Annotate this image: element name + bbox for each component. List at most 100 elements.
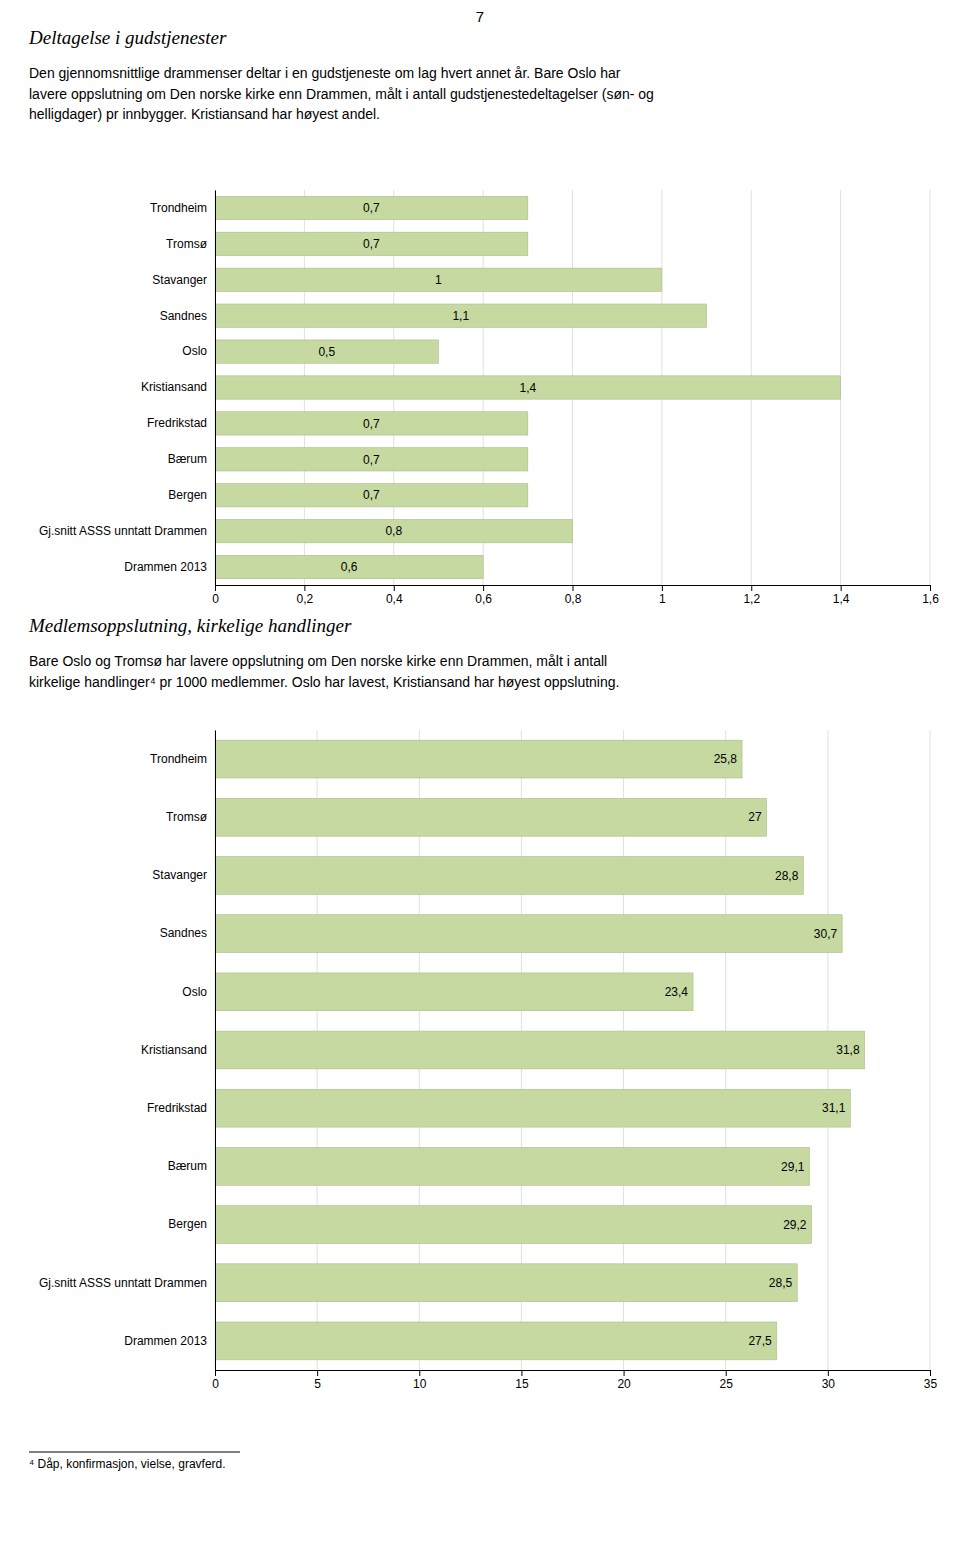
data-label: 23,4 — [665, 985, 689, 999]
tick-mark — [624, 1370, 625, 1376]
tick-label: Sandnes — [160, 309, 207, 323]
x-tick: 1,6 — [922, 585, 939, 606]
grid-line — [930, 190, 931, 585]
body-line: lavere oppslutning om Den norske kirke e… — [29, 86, 654, 102]
tick-mark — [573, 585, 574, 591]
tick-label: 1 — [659, 592, 666, 606]
x-tick: 30 — [822, 1370, 836, 1391]
y-tick: Fredrikstad — [147, 1101, 207, 1115]
tick-mark — [215, 1370, 216, 1376]
x-tick: 10 — [413, 1370, 427, 1391]
tick-mark — [419, 1370, 420, 1376]
y-tick: Trondheim — [150, 752, 207, 766]
y-tick: Drammen 2013 — [124, 560, 207, 574]
bar — [215, 1147, 809, 1185]
bar — [215, 376, 841, 399]
data-label: 0,6 — [341, 560, 358, 574]
tick-label: 0,2 — [297, 592, 314, 606]
tick-label: Oslo — [182, 344, 207, 358]
x-tick: 15 — [515, 1370, 529, 1391]
bar — [215, 1322, 777, 1360]
tick-mark — [930, 1370, 931, 1376]
y-tick: Drammen 2013 — [124, 1334, 207, 1348]
x-tick: 35 — [924, 1370, 938, 1391]
data-labels: 0,70,711,10,51,40,70,70,70,80,6 — [318, 201, 536, 574]
tick-label: 30 — [822, 1377, 836, 1391]
tick-label: 1,2 — [743, 592, 760, 606]
bar — [215, 973, 693, 1011]
tick-label: Fredrikstad — [147, 416, 207, 430]
data-label: 30,7 — [814, 927, 838, 941]
body-text: Den gjennomsnittlige drammenser deltar i… — [29, 65, 654, 122]
bar — [215, 304, 707, 327]
tick-mark — [483, 585, 484, 591]
bar — [215, 1264, 797, 1302]
data-label: 27,5 — [748, 1334, 772, 1348]
axis-line — [215, 191, 216, 586]
tick-label: 35 — [924, 1377, 938, 1391]
tick-mark — [215, 585, 216, 591]
x-axis: 0 0,2 0,4 0,6 0,8 1 1,2 1,4 1,6 — [212, 585, 939, 606]
y-tick: Stavanger — [152, 868, 207, 882]
y-tick: Gj.snitt ASSS unntatt Drammen — [39, 524, 207, 538]
chart: Medlemsoppslutning, kirkelige handlinger… — [28, 615, 937, 1471]
x-tick: 0 — [212, 585, 219, 606]
tick-label: Bergen — [168, 488, 207, 502]
bar — [215, 555, 483, 578]
grid — [215, 730, 930, 1370]
tick-label: Trondheim — [150, 201, 207, 215]
page-number: 7 — [476, 8, 484, 25]
tick-mark — [726, 1370, 727, 1376]
footnote: ⁴ Dåp, konfirmasjon, vielse, gravferd. — [29, 1457, 226, 1471]
tick-label: Stavanger — [152, 868, 207, 882]
x-tick: 0,4 — [386, 585, 403, 606]
tick-label: 0,6 — [475, 592, 492, 606]
tick-label: 0,8 — [565, 592, 582, 606]
bar — [215, 196, 528, 219]
bar — [215, 915, 842, 953]
tick-label: 5 — [314, 1377, 321, 1391]
axis-line — [216, 586, 931, 592]
x-tick: 1,2 — [743, 585, 760, 606]
tick-mark — [662, 585, 663, 591]
data-label: 0,5 — [318, 345, 335, 359]
y-tick: Bergen — [168, 488, 207, 502]
y-tick: Oslo — [182, 985, 207, 999]
grid-line — [215, 190, 216, 585]
body-line: kirkelige handlinger⁴ pr 1000 medlemmer.… — [29, 674, 619, 690]
data-label: 25,8 — [714, 752, 738, 766]
y-tick: Bærum — [168, 452, 207, 466]
footnote-rule — [29, 1452, 240, 1453]
tick-label: 1,6 — [922, 592, 939, 606]
tick-label: Drammen 2013 — [124, 560, 207, 574]
x-tick: 0,8 — [565, 585, 582, 606]
tick-label: Gj.snitt ASSS unntatt Drammen — [39, 1276, 207, 1290]
bar — [215, 798, 767, 836]
data-label: 0,8 — [385, 524, 402, 538]
bar — [215, 232, 528, 255]
data-label: 0,7 — [363, 488, 380, 502]
y-tick: Kristiansand — [141, 380, 207, 394]
tick-mark — [394, 585, 395, 591]
data-label: 28,8 — [775, 869, 799, 883]
tick-label: 0 — [212, 592, 219, 606]
y-tick: Tromsø — [166, 810, 208, 824]
body-line: Den gjennomsnittlige drammenser deltar i… — [29, 65, 621, 81]
grid-line — [930, 730, 931, 1370]
bar — [215, 740, 742, 778]
data-label: 0,7 — [363, 201, 380, 215]
data-label: 0,7 — [363, 417, 380, 431]
bar — [215, 412, 528, 435]
y-tick: Kristiansand — [141, 1043, 207, 1057]
tick-label: 25 — [720, 1377, 734, 1391]
tick-label: Kristiansand — [141, 380, 207, 394]
tick-label: Gj.snitt ASSS unntatt Drammen — [39, 524, 207, 538]
tick-label: Sandnes — [160, 926, 207, 940]
x-tick: 1,4 — [833, 585, 850, 606]
tick-label: Bærum — [168, 452, 207, 466]
data-label: 28,5 — [769, 1276, 793, 1290]
data-label: 29,1 — [781, 1160, 805, 1174]
body-line: Bare Oslo og Tromsø har lavere oppslutni… — [29, 653, 607, 669]
data-label: 31,1 — [822, 1101, 846, 1115]
y-tick: Sandnes — [160, 926, 207, 940]
